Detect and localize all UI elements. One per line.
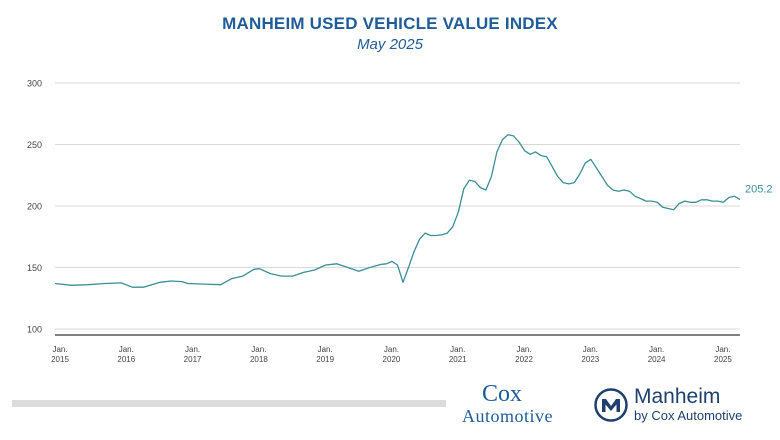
footer-divider	[12, 400, 446, 407]
x-tick-label-year: 2021	[449, 355, 467, 364]
x-tick-label-month: Jan.	[119, 345, 134, 354]
y-tick-label: 150	[27, 263, 42, 273]
y-tick-label: 100	[27, 325, 42, 335]
x-tick-label-month: Jan.	[185, 345, 200, 354]
y-tick-label: 250	[27, 140, 42, 150]
x-tick-label-year: 2016	[117, 355, 135, 364]
manheim-tagline: by Cox Automotive	[634, 408, 743, 423]
series-line	[54, 134, 741, 288]
x-tick-label-month: Jan.	[52, 345, 67, 354]
x-tick-label-year: 2017	[184, 355, 202, 364]
cox-automotive-logo: Cox Automotive	[462, 381, 584, 428]
y-tick-label: 300	[27, 79, 42, 89]
x-tick-label-year: 2015	[51, 355, 69, 364]
manheim-m-icon	[594, 388, 628, 422]
x-tick-label-month: Jan.	[583, 345, 598, 354]
x-tick-label-month: Jan.	[715, 345, 730, 354]
x-tick-label-month: Jan.	[516, 345, 531, 354]
x-tick-label-year: 2020	[383, 355, 401, 364]
y-tick-label: 200	[27, 202, 42, 212]
manheim-logo: Manheim by Cox Automotive	[594, 386, 774, 428]
x-tick-label-month: Jan.	[318, 345, 333, 354]
chart-title: MANHEIM USED VEHICLE VALUE INDEX	[222, 14, 558, 33]
x-tick-label-month: Jan.	[649, 345, 664, 354]
x-tick-label-year: 2018	[250, 355, 268, 364]
x-tick-label-year: 2022	[515, 355, 533, 364]
manheim-logo-text: Manheim	[634, 385, 721, 408]
x-tick-label-year: 2023	[581, 355, 599, 364]
automotive-logo-text: Automotive	[462, 406, 553, 426]
chart-subtitle: May 2025	[357, 36, 423, 53]
end-value-label: 205.2	[745, 184, 773, 196]
x-tick-label-year: 2019	[316, 355, 334, 364]
x-tick-label-month: Jan.	[251, 345, 266, 354]
x-tick-label-year: 2025	[714, 355, 732, 364]
cox-logo-text: Cox	[482, 381, 523, 407]
x-tick-label-month: Jan.	[384, 345, 399, 354]
x-tick-label-month: Jan.	[450, 345, 465, 354]
x-tick-label-year: 2024	[648, 355, 666, 364]
